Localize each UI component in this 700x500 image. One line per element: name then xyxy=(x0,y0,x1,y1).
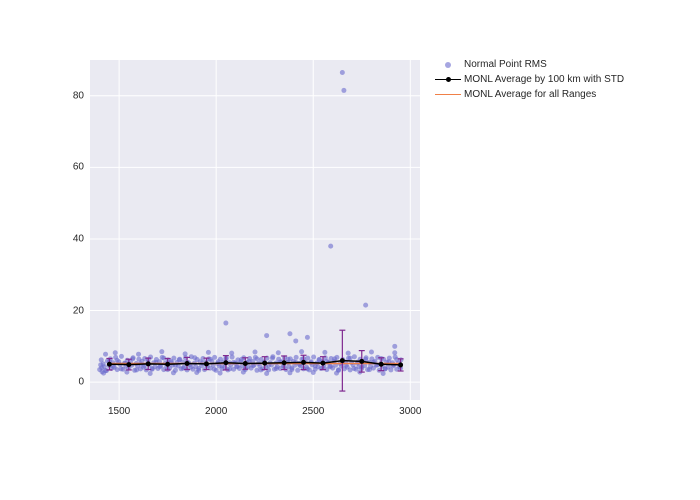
legend-line-icon xyxy=(435,79,461,81)
scatter-chart: 1500200025003000 020406080 xyxy=(90,60,420,400)
plot-svg xyxy=(90,60,420,400)
legend-label: Normal Point RMS xyxy=(464,59,547,70)
legend-swatch-scatter xyxy=(435,58,461,72)
legend-label: MONL Average by 100 km with STD xyxy=(464,74,624,85)
legend-swatch-binned xyxy=(435,73,461,87)
legend-item-binned: MONL Average by 100 km with STD xyxy=(435,72,624,87)
x-tick-label: 3000 xyxy=(399,406,421,417)
y-tick-label: 0 xyxy=(78,377,84,388)
legend-label: MONL Average for all Ranges xyxy=(464,89,596,100)
y-tick-label: 40 xyxy=(73,233,84,244)
y-tick-label: 20 xyxy=(73,305,84,316)
legend-line-icon xyxy=(435,94,461,96)
legend-item-scatter: Normal Point RMS xyxy=(435,57,624,72)
y-tick-label: 60 xyxy=(73,162,84,173)
x-tick-label: 1500 xyxy=(108,406,130,417)
x-tick-label: 2000 xyxy=(205,406,227,417)
y-tick-label: 80 xyxy=(73,90,84,101)
x-tick-label: 2500 xyxy=(302,406,324,417)
legend-item-average: MONL Average for all Ranges xyxy=(435,87,624,102)
legend-swatch-average xyxy=(435,88,461,102)
legend-dot-icon xyxy=(445,62,451,68)
legend: Normal Point RMS MONL Average by 100 km … xyxy=(435,57,624,102)
